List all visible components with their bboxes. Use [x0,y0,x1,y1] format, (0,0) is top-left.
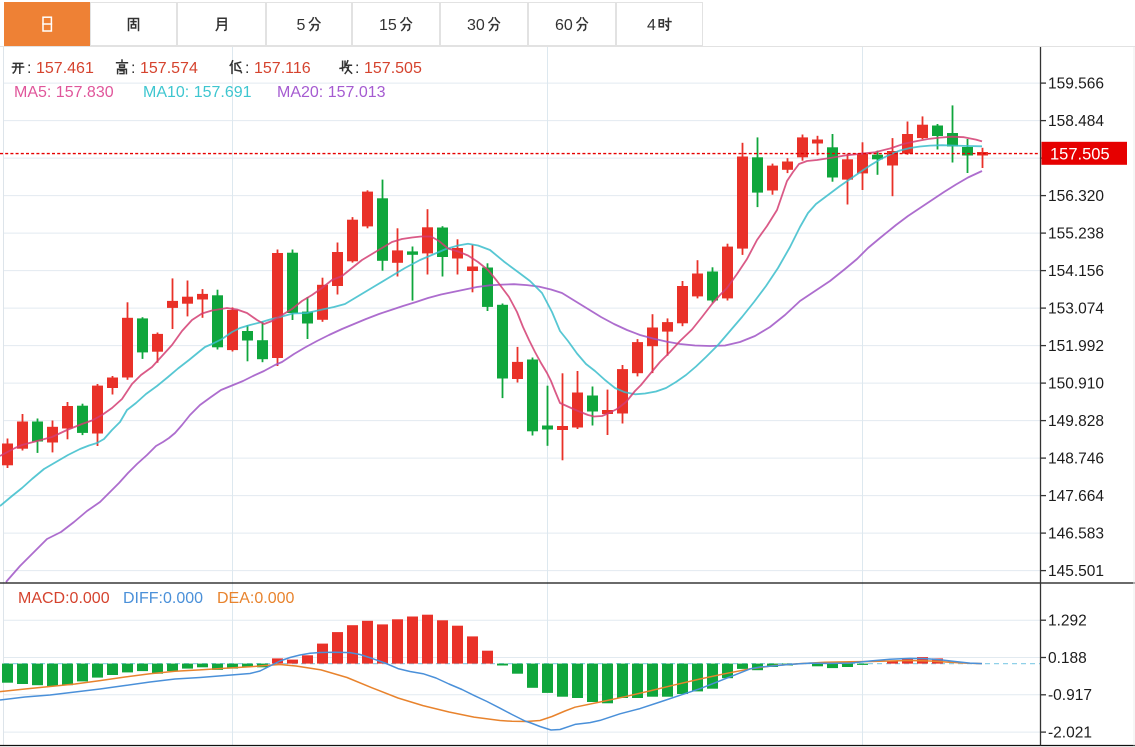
svg-text::: : [131,60,135,77]
svg-text:5: 5 [297,17,306,34]
svg-text:158.484: 158.484 [1048,113,1104,130]
svg-text:157.116: 157.116 [254,60,311,77]
svg-text:15: 15 [379,17,397,34]
svg-text:-0.917: -0.917 [1048,687,1092,704]
svg-text:MA5: 157.830: MA5: 157.830 [14,84,114,101]
svg-text:30: 30 [467,17,485,34]
svg-text:DIFF:0.000: DIFF:0.000 [123,590,203,607]
svg-text:150.910: 150.910 [1048,375,1104,392]
svg-text:1.292: 1.292 [1048,613,1087,630]
svg-text::: : [27,60,31,77]
svg-text:MA20: 157.013: MA20: 157.013 [277,84,386,101]
svg-text:157.574: 157.574 [140,60,198,77]
svg-text:157.505: 157.505 [364,60,422,77]
svg-text:159.566: 159.566 [1048,75,1104,92]
svg-text:MACD:0.000: MACD:0.000 [18,590,110,607]
svg-text:147.664: 147.664 [1048,488,1104,505]
svg-text:-2.021: -2.021 [1048,724,1092,741]
svg-text:MA10: 157.691: MA10: 157.691 [143,84,252,101]
svg-text:60: 60 [555,17,573,34]
svg-text::: : [245,60,249,77]
svg-text:155.238: 155.238 [1048,225,1104,242]
svg-text:151.992: 151.992 [1048,338,1104,355]
svg-text:DEA:0.000: DEA:0.000 [217,590,294,607]
svg-text:4: 4 [647,17,656,34]
svg-text:157.505: 157.505 [1050,146,1110,164]
svg-text:146.583: 146.583 [1048,525,1104,542]
svg-text:154.156: 154.156 [1048,263,1104,280]
svg-text::: : [355,60,359,77]
svg-text:148.746: 148.746 [1048,450,1104,467]
svg-text:145.501: 145.501 [1048,563,1104,580]
svg-text:149.828: 149.828 [1048,413,1104,430]
svg-text:157.461: 157.461 [36,60,94,77]
svg-text:156.320: 156.320 [1048,188,1104,205]
svg-text:153.074: 153.074 [1048,300,1104,317]
svg-text:0.188: 0.188 [1048,650,1087,667]
